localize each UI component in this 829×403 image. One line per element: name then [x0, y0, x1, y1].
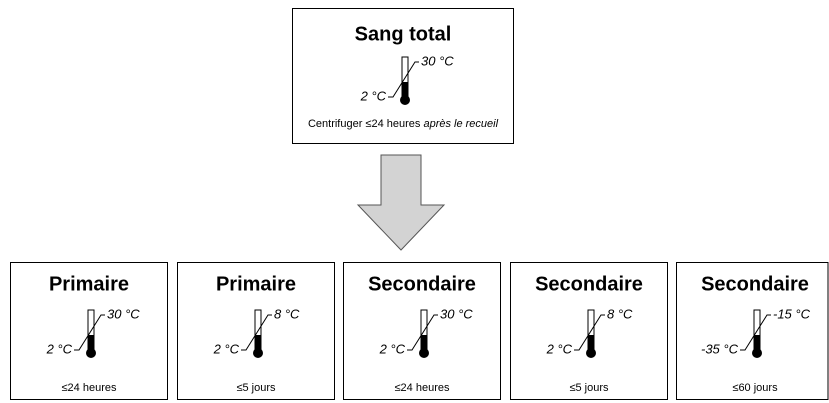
note-text: Centrifuger ≤24 heures — [308, 118, 421, 130]
duration: ≤24 heures — [395, 382, 450, 394]
low-temp: 2 °C — [360, 88, 387, 103]
low-temp: 2 °C — [46, 341, 73, 356]
thermometer-bulb — [400, 95, 410, 105]
range-line — [574, 314, 605, 351]
note-italic: après le recueil — [423, 118, 498, 130]
duration: ≤24 heures — [62, 382, 117, 394]
box-title: Secondaire — [535, 273, 643, 295]
low-temp: 2 °C — [213, 341, 240, 356]
thermometer-bulb — [253, 348, 263, 358]
top-title: Sang total — [355, 23, 452, 45]
box-title: Secondaire — [701, 273, 809, 295]
box-title: Primaire — [49, 273, 129, 295]
range-line — [74, 314, 105, 351]
range-line — [388, 61, 419, 98]
range-line — [241, 314, 272, 351]
storage-box — [676, 262, 829, 400]
high-temp: -15 °C — [773, 306, 811, 321]
low-temp: 2 °C — [379, 341, 406, 356]
thermometer-bulb — [86, 348, 96, 358]
box-title: Secondaire — [368, 273, 476, 295]
box-title: Primaire — [216, 273, 296, 295]
low-temp: 2 °C — [546, 341, 573, 356]
range-line — [407, 314, 438, 351]
thermometer-bulb — [419, 348, 429, 358]
range-line — [740, 314, 771, 351]
high-temp: 30 °C — [421, 53, 454, 68]
duration: ≤5 jours — [569, 382, 609, 394]
high-temp: 8 °C — [274, 306, 300, 321]
thermometer-fill — [402, 82, 408, 99]
thermometer-fill — [588, 335, 594, 352]
low-temp: -35 °C — [701, 341, 739, 356]
thermometer-bulb — [586, 348, 596, 358]
note: Centrifuger ≤24 heures après le recueil — [308, 118, 499, 130]
thermometer-bulb — [752, 348, 762, 358]
thermometer-fill — [255, 335, 261, 352]
thermometer-fill — [88, 335, 94, 352]
high-temp: 8 °C — [607, 306, 633, 321]
high-temp: 30 °C — [440, 306, 473, 321]
thermometer-fill — [421, 335, 427, 352]
high-temp: 30 °C — [107, 306, 140, 321]
down-arrow — [356, 154, 446, 251]
thermometer-fill — [754, 335, 760, 352]
duration: ≤60 jours — [732, 382, 778, 394]
duration: ≤5 jours — [236, 382, 276, 394]
